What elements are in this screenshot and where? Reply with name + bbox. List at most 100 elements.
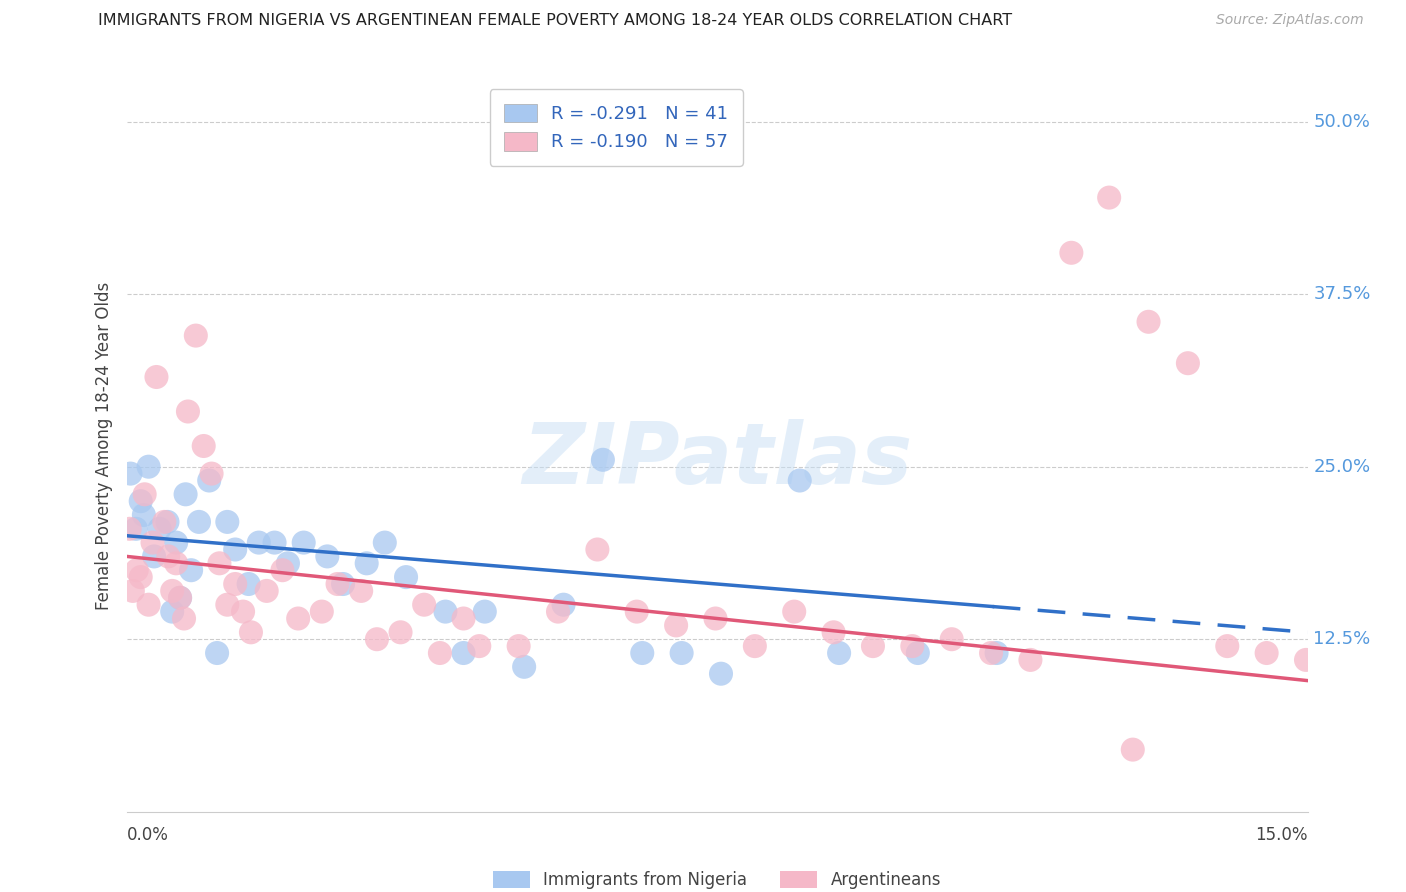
Point: [165, 535, 187, 549]
Point: [553, 598, 575, 612]
Point: [1122, 742, 1144, 756]
Point: [783, 605, 806, 619]
Point: [592, 452, 614, 467]
Point: [238, 577, 260, 591]
Point: [1098, 191, 1121, 205]
Text: 37.5%: 37.5%: [1313, 285, 1371, 303]
Point: [134, 487, 156, 501]
Point: [138, 459, 160, 474]
Point: [1295, 653, 1317, 667]
Point: [217, 598, 239, 612]
Point: [118, 522, 141, 536]
Point: [138, 598, 160, 612]
Point: [169, 591, 191, 605]
Point: [1256, 646, 1278, 660]
Point: [173, 611, 195, 625]
Point: [586, 542, 609, 557]
Point: [350, 583, 373, 598]
Point: [145, 370, 167, 384]
Point: [169, 591, 191, 605]
Point: [326, 577, 349, 591]
Point: [143, 549, 166, 564]
Point: [671, 646, 693, 660]
Point: [413, 598, 436, 612]
Point: [332, 577, 354, 591]
Point: [205, 646, 228, 660]
Point: [1060, 245, 1083, 260]
Text: IMMIGRANTS FROM NIGERIA VS ARGENTINEAN FEMALE POVERTY AMONG 18-24 YEAR OLDS CORR: IMMIGRANTS FROM NIGERIA VS ARGENTINEAN F…: [98, 13, 1012, 29]
Point: [941, 632, 963, 647]
Point: [141, 535, 163, 549]
Point: [823, 625, 845, 640]
Point: [198, 474, 221, 488]
Point: [153, 515, 176, 529]
Point: [474, 605, 496, 619]
Point: [907, 646, 929, 660]
Point: [986, 646, 1008, 660]
Point: [828, 646, 851, 660]
Point: [1216, 639, 1239, 653]
Point: [271, 563, 294, 577]
Point: [453, 611, 475, 625]
Point: [165, 557, 187, 571]
Point: [193, 439, 215, 453]
Point: [395, 570, 418, 584]
Point: [287, 611, 309, 625]
Point: [980, 646, 1002, 660]
Point: [132, 508, 155, 522]
Point: [1019, 653, 1042, 667]
Point: [160, 605, 183, 619]
Point: [468, 639, 491, 653]
Point: [311, 605, 333, 619]
Point: [1137, 315, 1160, 329]
Point: [547, 605, 569, 619]
Point: [862, 639, 884, 653]
Point: [149, 522, 172, 536]
Point: [188, 515, 211, 529]
Point: [744, 639, 766, 653]
Point: [704, 611, 727, 625]
Point: [125, 522, 148, 536]
Point: [184, 328, 207, 343]
Point: [232, 605, 254, 619]
Point: [120, 467, 142, 481]
Point: [263, 535, 285, 549]
Point: [224, 542, 246, 557]
Point: [631, 646, 654, 660]
Point: [901, 639, 924, 653]
Point: [626, 605, 648, 619]
Point: [157, 549, 180, 564]
Point: [389, 625, 412, 640]
Text: 12.5%: 12.5%: [1313, 631, 1371, 648]
Point: [129, 570, 152, 584]
Y-axis label: Female Poverty Among 18-24 Year Olds: Female Poverty Among 18-24 Year Olds: [94, 282, 112, 610]
Point: [121, 583, 143, 598]
Point: [125, 563, 148, 577]
Point: [356, 557, 378, 571]
Point: [710, 666, 733, 681]
Point: [208, 557, 231, 571]
Point: [366, 632, 388, 647]
Point: [665, 618, 688, 632]
Point: [316, 549, 339, 564]
Point: [247, 535, 270, 549]
Point: [174, 487, 197, 501]
Text: 0.0%: 0.0%: [127, 826, 169, 845]
Point: [292, 535, 315, 549]
Point: [200, 467, 222, 481]
Point: [224, 577, 246, 591]
Point: [789, 474, 811, 488]
Point: [177, 404, 200, 418]
Point: [1177, 356, 1199, 370]
Text: Source: ZipAtlas.com: Source: ZipAtlas.com: [1216, 13, 1364, 28]
Text: ZIPatlas: ZIPatlas: [522, 419, 912, 502]
Point: [429, 646, 451, 660]
Text: 15.0%: 15.0%: [1256, 826, 1308, 845]
Point: [374, 535, 396, 549]
Point: [256, 583, 278, 598]
Text: 25.0%: 25.0%: [1313, 458, 1371, 475]
Point: [453, 646, 475, 660]
Point: [513, 660, 536, 674]
Point: [180, 563, 202, 577]
Point: [434, 605, 457, 619]
